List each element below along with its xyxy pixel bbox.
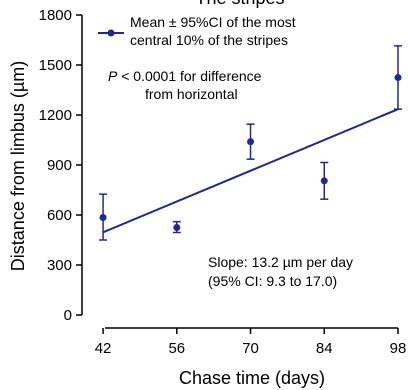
x-tick-label: 98 xyxy=(390,340,407,357)
p-value-line1: P < 0.0001 for difference xyxy=(108,68,262,84)
x-tick-label: 70 xyxy=(242,340,259,357)
y-tick-label: 600 xyxy=(47,207,72,224)
legend: Mean ± 95%CI of the most central 10% of … xyxy=(98,14,296,48)
regression-line xyxy=(102,108,399,234)
y-axis-title: Distance from limbus (µm) xyxy=(8,61,28,271)
slope-annotation: Slope: 13.2 µm per day (95% CI: 9.3 to 1… xyxy=(208,254,353,289)
y-tick-label: 300 xyxy=(47,257,72,274)
chart-title: The stripes xyxy=(195,0,284,8)
data-point xyxy=(394,74,402,81)
data-point xyxy=(247,138,255,146)
p-value-annotation: P < 0.0001 for difference from horizonta… xyxy=(108,68,262,102)
x-tick-label: 56 xyxy=(168,340,185,357)
y-tick-label: 1500 xyxy=(39,57,72,74)
slope-line1: Slope: 13.2 µm per day xyxy=(208,254,353,270)
y-tick-label: 1800 xyxy=(39,7,72,24)
x-axis-title: Chase time (days) xyxy=(179,368,325,388)
slope-line2: (95% CI: 9.3 to 17.0) xyxy=(208,273,337,289)
p-value-italic: P xyxy=(108,68,118,84)
data-points xyxy=(99,45,402,241)
fit-line-group xyxy=(102,108,399,234)
legend-marker xyxy=(107,29,115,37)
p-value-rest: < 0.0001 for difference xyxy=(117,68,261,84)
y-tick-label: 0 xyxy=(64,307,72,324)
x-tick-label: 42 xyxy=(95,340,112,357)
data-point xyxy=(320,177,328,185)
y-tick-label: 1200 xyxy=(39,107,72,124)
x-axis: 42 56 70 84 98 xyxy=(95,327,407,357)
x-tick-label: 84 xyxy=(316,340,333,357)
legend-label-line2: central 10% of the stripes xyxy=(130,32,288,48)
data-point xyxy=(173,224,181,231)
legend-label-line1: Mean ± 95%CI of the most xyxy=(130,14,296,30)
y-axis: 0 300 600 900 1200 1500 1800 xyxy=(39,7,83,324)
data-point xyxy=(99,214,107,221)
p-value-line2: from horizontal xyxy=(145,86,238,102)
y-tick-label: 900 xyxy=(47,157,72,174)
